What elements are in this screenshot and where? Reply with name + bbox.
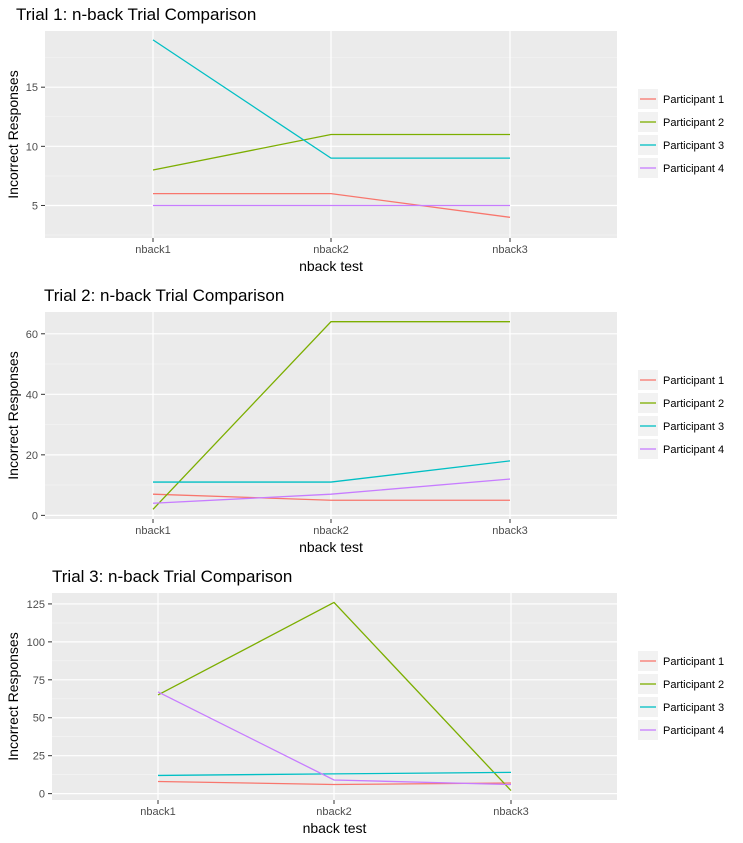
x-tick-label: nback2 xyxy=(313,525,348,537)
series-line-participant-1 xyxy=(153,192,511,218)
y-tick-label: 25 xyxy=(33,751,45,763)
y-tick-label: 60 xyxy=(26,329,38,341)
series-line-participant-2 xyxy=(152,133,510,171)
y-axis-title: Incorrect Responses xyxy=(5,70,21,198)
x-axis-title: nback test xyxy=(299,539,363,555)
x-tick-label: nback1 xyxy=(140,806,175,818)
chart-title: Trial 3: n-back Trial Comparison xyxy=(52,567,292,586)
legend: Participant 1 Participant 2 Participant 3 P… xyxy=(638,651,724,740)
x-tick-label: nback2 xyxy=(313,244,348,256)
y-tick-label: 0 xyxy=(32,510,38,522)
series-line-participant-1 xyxy=(152,493,510,501)
y-tick-label: 5 xyxy=(32,200,38,212)
legend: Participant 1 Participant 2 Participant 3 P… xyxy=(638,370,724,459)
legend: Participant 1 Participant 2 Participant 3 P… xyxy=(638,89,724,178)
legend-label-participant-1: Participant 1 xyxy=(663,656,724,668)
chart-panel-1: Trial 1: n-back Trial Comparison 5 10 15 nba… xyxy=(5,5,724,274)
legend-label-participant-1: Participant 1 xyxy=(663,94,724,106)
series-line-participant-4 xyxy=(157,691,512,786)
y-tick-label: 15 xyxy=(26,82,38,94)
series-line-participant-4 xyxy=(152,478,511,504)
chart-title: Trial 1: n-back Trial Comparison xyxy=(16,5,256,24)
series-line-participant-2 xyxy=(152,321,510,510)
legend-label-participant-2: Participant 2 xyxy=(663,398,724,410)
x-tick-label: nback3 xyxy=(492,525,527,537)
y-tick-label: 10 xyxy=(26,141,38,153)
series-line-participant-3 xyxy=(152,39,510,159)
y-tick-label: 125 xyxy=(27,599,45,611)
x-axis-title: nback test xyxy=(299,258,363,274)
series-line-participant-3 xyxy=(157,771,512,777)
y-tick-label: 50 xyxy=(33,713,45,725)
y-tick-label: 0 xyxy=(39,789,45,801)
y-tick-label: 20 xyxy=(26,450,38,462)
legend-label-participant-4: Participant 4 xyxy=(663,725,724,737)
y-axis-title: Incorrect Responses xyxy=(5,351,21,479)
chart-panel-3: Trial 3: n-back Trial Comparison 0 25 50 75 1… xyxy=(5,567,724,836)
chart-title: Trial 2: n-back Trial Comparison xyxy=(44,286,284,305)
legend-label-participant-3: Participant 3 xyxy=(663,702,724,714)
x-tick-label: nback3 xyxy=(492,244,527,256)
x-tick-label: nback1 xyxy=(135,525,170,537)
legend-label-participant-4: Participant 4 xyxy=(663,163,724,175)
x-tick-label: nback1 xyxy=(135,244,170,256)
y-tick-label: 40 xyxy=(26,389,38,401)
x-tick-label: nback2 xyxy=(316,806,351,818)
legend-label-participant-2: Participant 2 xyxy=(663,679,724,691)
y-tick-label: 75 xyxy=(33,675,45,687)
legend-label-participant-1: Participant 1 xyxy=(663,375,724,387)
y-axis-title: Incorrect Responses xyxy=(5,632,21,760)
legend-label-participant-2: Participant 2 xyxy=(663,117,724,129)
series-line-participant-2 xyxy=(157,601,512,792)
x-axis-title: nback test xyxy=(303,820,367,836)
series-line-participant-3 xyxy=(153,460,511,483)
legend-label-participant-4: Participant 4 xyxy=(663,444,724,456)
legend-label-participant-3: Participant 3 xyxy=(663,140,724,152)
legend-label-participant-3: Participant 3 xyxy=(663,421,724,433)
chart-panel-2: Trial 2: n-back Trial Comparison 0 20 40 60 n… xyxy=(5,286,724,555)
y-tick-label: 100 xyxy=(27,637,45,649)
x-tick-label: nback3 xyxy=(493,806,528,818)
